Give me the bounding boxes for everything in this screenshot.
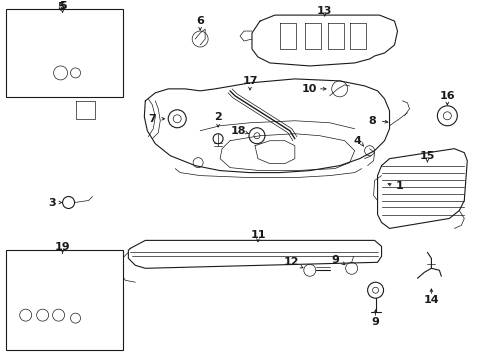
Text: 3: 3 xyxy=(49,198,56,207)
Text: 12: 12 xyxy=(284,257,299,267)
Text: 9: 9 xyxy=(331,255,339,265)
Text: 5: 5 xyxy=(59,1,66,11)
Text: 15: 15 xyxy=(419,150,434,161)
Text: 16: 16 xyxy=(439,91,454,101)
Text: 9: 9 xyxy=(371,317,379,327)
Text: 19: 19 xyxy=(55,242,70,252)
Text: 17: 17 xyxy=(242,76,257,86)
Text: 6: 6 xyxy=(196,16,203,26)
Text: 2: 2 xyxy=(214,112,222,122)
Bar xyxy=(6,250,123,350)
Bar xyxy=(6,9,123,97)
Text: 11: 11 xyxy=(250,230,265,240)
Text: 8: 8 xyxy=(368,116,376,126)
Text: 13: 13 xyxy=(316,6,332,16)
Text: 7: 7 xyxy=(148,114,156,124)
Text: 4: 4 xyxy=(353,136,361,146)
Text: 14: 14 xyxy=(423,295,438,305)
Text: 10: 10 xyxy=(302,84,317,94)
Text: 5: 5 xyxy=(57,2,64,12)
Text: 18: 18 xyxy=(230,126,245,136)
Text: 1: 1 xyxy=(395,181,403,190)
